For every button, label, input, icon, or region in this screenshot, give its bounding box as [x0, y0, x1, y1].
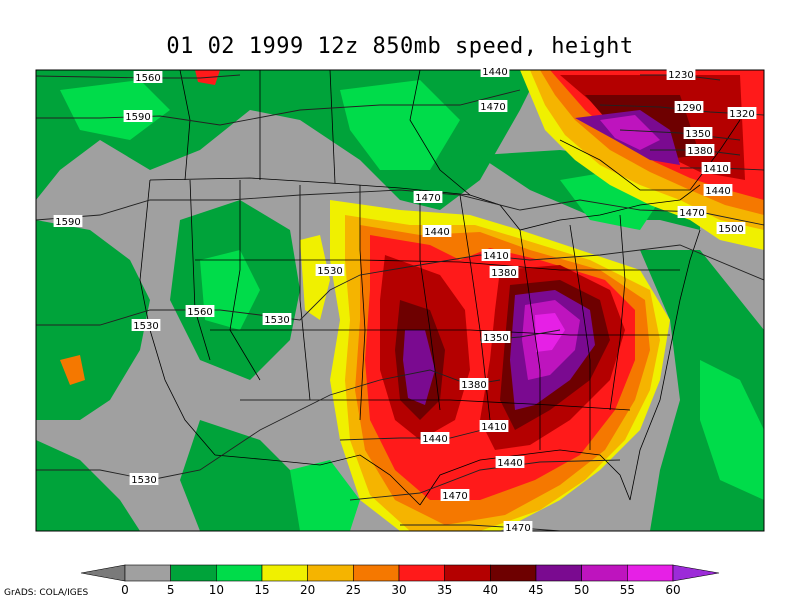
colorbar-tick-label: 5 [167, 583, 175, 597]
contour-label-text: 1500 [718, 224, 743, 235]
contour-label-text: 1410 [703, 164, 728, 175]
plot-title: 01 02 1999 12z 850mb speed, height [166, 34, 634, 59]
colorbar-tick-label: 15 [254, 583, 269, 597]
contour-label-text: 1350 [685, 129, 710, 140]
contour-label: 1470 [677, 206, 707, 219]
colorbar-segment [170, 564, 217, 582]
colorbar-tick-label: 35 [437, 583, 452, 597]
contour-label: 1290 [674, 101, 704, 114]
contour-label-text: 1380 [491, 268, 516, 279]
contour-labels: 1560 1440 1230 1590 1470 1290 1320 1350 1380 1410… [53, 65, 757, 534]
colorbar-tick-label: 55 [620, 583, 635, 597]
colorbar-tick-label: 0 [121, 583, 129, 597]
colorbar-segment [353, 564, 400, 582]
contour-label-text: 1230 [668, 70, 693, 81]
contour-label: 1560 [185, 305, 215, 318]
contour-label: 1560 [133, 71, 163, 84]
contour-label-text: 1440 [424, 227, 449, 238]
contour-label-text: 1560 [135, 73, 160, 84]
colorbar-segment [535, 564, 582, 582]
colorbar-segment [490, 564, 537, 582]
colorbar-tick-label: 20 [300, 583, 315, 597]
colorbar-tick-label: 45 [528, 583, 543, 597]
contour-label-text: 1560 [187, 307, 212, 318]
contour-label-text: 1530 [264, 315, 289, 326]
contour-label-text: 1440 [705, 186, 730, 197]
colorbar-low-arrow [80, 564, 126, 582]
contour-label-text: 1470 [442, 491, 467, 502]
colorbar-tick-label: 60 [665, 583, 680, 597]
contour-label: 1350 [683, 127, 713, 140]
contour-label-text: 1530 [317, 266, 342, 277]
contour-label: 1230 [666, 68, 696, 81]
contour-label: 1440 [420, 432, 450, 445]
contour-label-text: 1320 [729, 109, 754, 120]
colorbar-tick-label: 40 [483, 583, 498, 597]
contour-label: 1530 [315, 264, 345, 277]
contour-label-text: 1410 [483, 251, 508, 262]
contour-label-text: 1590 [125, 112, 150, 123]
contour-label-text: 1410 [481, 422, 506, 433]
contour-label: 1530 [262, 313, 292, 326]
contour-label: 1440 [703, 184, 733, 197]
credit-text: GrADS: COLA/IGES [4, 588, 89, 598]
colorbar-tick-label: 30 [391, 583, 406, 597]
contour-label: 1380 [685, 144, 715, 157]
contour-label-text: 1440 [497, 458, 522, 469]
colorbar-tick-label: 25 [346, 583, 361, 597]
colorbar-segment [216, 564, 263, 582]
contour-label: 1380 [489, 266, 519, 279]
map-frame [35, 69, 765, 532]
contour-label-text: 1380 [461, 380, 486, 391]
contour-label: 1440 [422, 225, 452, 238]
contour-label-text: 1440 [482, 67, 507, 78]
colorbar-segment [581, 564, 628, 582]
contour-label-text: 1470 [415, 193, 440, 204]
contour-label: 1590 [53, 215, 83, 228]
colorbar-segment [398, 564, 445, 582]
contour-label-text: 1530 [133, 321, 158, 332]
colorbar-tick-label: 10 [209, 583, 224, 597]
contour-label: 1470 [440, 489, 470, 502]
contour-label: 1350 [481, 331, 511, 344]
contour-label: 1440 [495, 456, 525, 469]
contour-label: 1410 [481, 249, 511, 262]
contour-label-text: 1350 [483, 333, 508, 344]
contour-label-text: 1290 [676, 103, 701, 114]
contour-label: 1590 [123, 110, 153, 123]
contour-label: 1470 [503, 521, 533, 534]
colorbar-segment [124, 564, 171, 582]
colorbar-segment [627, 564, 674, 582]
contour-label: 1410 [479, 420, 509, 433]
contour-label-text: 1440 [422, 434, 447, 445]
contour-label: 1530 [129, 473, 159, 486]
contour-label: 1380 [459, 378, 489, 391]
colorbar-segment [444, 564, 491, 582]
contour-label: 1410 [701, 162, 731, 175]
contour-label: 1320 [727, 107, 757, 120]
contour-label-text: 1380 [687, 146, 712, 157]
contour-label: 1470 [478, 100, 508, 113]
contour-label-text: 1470 [679, 208, 704, 219]
speed-shading [36, 70, 764, 531]
contour-label: 1530 [131, 319, 161, 332]
colorbar-high-arrow [672, 564, 720, 582]
contour-label: 1440 [480, 65, 510, 78]
colorbar-tick-label: 50 [574, 583, 589, 597]
colorbar-segment [261, 564, 308, 582]
colorbar-segment [307, 564, 354, 582]
contour-label: 1500 [716, 222, 746, 235]
contour-label-text: 1590 [55, 217, 80, 228]
contour-label-text: 1470 [505, 523, 530, 534]
contour-label-text: 1470 [480, 102, 505, 113]
contour-label-text: 1530 [131, 475, 156, 486]
contour-label: 1470 [413, 191, 443, 204]
